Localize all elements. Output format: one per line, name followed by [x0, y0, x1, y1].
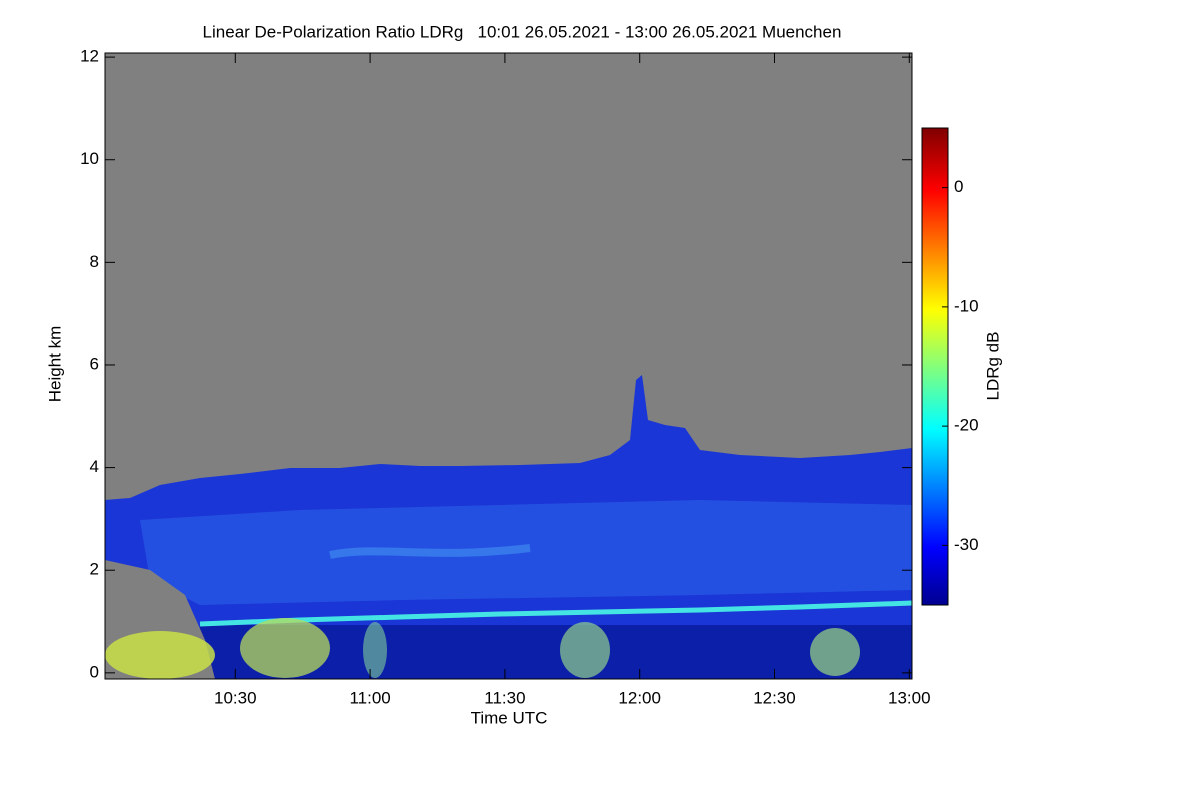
- y-tick-label: 6: [90, 354, 99, 373]
- y-tick-label: 2: [90, 560, 99, 579]
- colorbar-tick-label: -20: [954, 416, 979, 435]
- x-tick-label: 10:30: [214, 688, 257, 707]
- colorbar-tick-label: -30: [954, 535, 979, 554]
- x-tick-label: 11:30: [484, 688, 525, 707]
- y-axis-label: Height km: [45, 326, 64, 403]
- x-tick-label: 12:00: [618, 688, 661, 707]
- y-tick-label: 0: [90, 662, 99, 681]
- x-tick-label: 13:00: [888, 688, 931, 707]
- colorbar: [921, 127, 949, 606]
- field: [105, 53, 913, 679]
- colorbar-tick-label: -10: [954, 296, 979, 315]
- y-tick-label: 4: [90, 457, 99, 476]
- x-tick-label: 11:00: [349, 688, 390, 707]
- x-tick-label: 12:30: [753, 688, 796, 707]
- plot-frame: [104, 52, 913, 680]
- colorbar-label: LDRg dB: [983, 332, 1002, 401]
- y-tick-label: 8: [90, 252, 99, 271]
- x-axis-label: Time UTC: [471, 708, 548, 727]
- y-tick-label: 12: [80, 47, 99, 66]
- y-tick-label: 10: [80, 149, 99, 168]
- colorbar-tick-label: 0: [954, 177, 963, 196]
- chart-title: Linear De-Polarization Ratio LDRg 10:01 …: [203, 22, 842, 41]
